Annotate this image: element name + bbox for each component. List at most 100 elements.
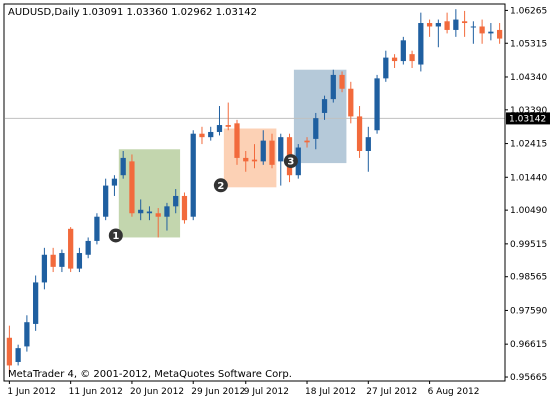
candle-body xyxy=(6,337,13,366)
current-price-tag-text: 1.03142 xyxy=(509,114,546,124)
candle xyxy=(24,315,30,352)
candle-body xyxy=(33,282,39,324)
x-tick-label: 18 Jul 2012 xyxy=(305,387,356,397)
candle-body xyxy=(488,31,494,34)
candle xyxy=(269,133,275,169)
candle xyxy=(6,325,13,375)
current-price-tag: 1.03142 xyxy=(506,112,550,125)
y-tick-label: 1.02415 xyxy=(510,140,547,150)
candle-body xyxy=(348,88,354,117)
candle-body xyxy=(453,19,459,30)
y-tick-label: 1.05315 xyxy=(510,39,547,49)
x-tick-label: 27 Jul 2012 xyxy=(366,387,417,397)
zone-3 xyxy=(293,69,347,164)
candle-body xyxy=(59,253,65,267)
zone-2 xyxy=(223,128,277,188)
candle xyxy=(181,192,188,224)
candle-body xyxy=(418,23,424,65)
candle xyxy=(488,23,494,41)
y-axis: 1.06265 1.05315 1.04340 1.03390 1.02415 1.014… xyxy=(505,6,547,383)
candle xyxy=(470,21,476,44)
candle xyxy=(68,227,74,273)
y-tick-label: 1.04340 xyxy=(510,73,547,83)
candle-body xyxy=(173,195,179,207)
candle xyxy=(33,275,39,331)
candle-body xyxy=(164,206,170,217)
candle xyxy=(365,126,371,172)
candle-body xyxy=(85,240,91,255)
candle xyxy=(418,12,424,72)
candle xyxy=(164,202,170,231)
candle-body xyxy=(243,157,249,162)
y-tick-label: 1.03390 xyxy=(510,106,547,116)
y-tick-label: 0.97590 xyxy=(510,306,547,316)
candle xyxy=(15,344,21,366)
zones-layer xyxy=(118,69,347,238)
candle xyxy=(129,154,135,217)
candle-body xyxy=(304,140,310,143)
candle xyxy=(85,237,91,259)
candle-body xyxy=(356,116,363,151)
plot-frame xyxy=(3,3,506,382)
x-tick-label: 6 Aug 2012 xyxy=(428,387,480,397)
candle xyxy=(111,175,118,196)
candle xyxy=(260,130,266,165)
candle xyxy=(50,247,56,273)
candle-body xyxy=(339,74,345,89)
y-tick-label: 1.01440 xyxy=(510,173,547,183)
candle xyxy=(243,150,249,172)
candle xyxy=(313,112,319,150)
candle-body xyxy=(321,99,328,113)
candle xyxy=(76,247,83,273)
symbol-label: AUDUSD,Daily xyxy=(8,7,80,18)
zone-marker-label-3: 3 xyxy=(287,157,294,168)
candle xyxy=(391,54,398,68)
candle xyxy=(41,247,48,290)
candle-body xyxy=(269,140,275,165)
candle xyxy=(444,12,450,34)
candle xyxy=(295,144,301,179)
candle-body xyxy=(313,118,319,139)
candle xyxy=(330,69,336,103)
candle-body xyxy=(496,29,503,39)
candle-body xyxy=(76,253,83,269)
candle-body xyxy=(15,348,21,362)
candle-body xyxy=(365,137,371,151)
x-tick-label: 1 Jun 2012 xyxy=(7,387,55,397)
candle-body xyxy=(251,159,258,162)
ohlc-readout: 1.03091 1.03360 1.02962 1.03142 xyxy=(82,7,257,18)
candle xyxy=(190,130,196,221)
candle xyxy=(155,208,161,238)
y-tick-label: 0.98565 xyxy=(510,273,547,283)
candle-body xyxy=(24,322,30,347)
candle-body xyxy=(225,125,231,127)
x-tick-label: 11 Jun 2012 xyxy=(69,387,123,397)
candle-body xyxy=(111,178,118,186)
candle-body xyxy=(435,23,441,27)
candle xyxy=(374,74,380,134)
candle xyxy=(251,144,258,169)
candle-body xyxy=(295,147,301,176)
candle-body xyxy=(94,216,100,241)
candle xyxy=(383,50,389,82)
candle xyxy=(138,199,144,221)
candle xyxy=(103,178,109,221)
candle-body xyxy=(208,131,214,138)
candle xyxy=(356,106,363,158)
candle-body xyxy=(103,185,109,217)
candle-body xyxy=(391,57,398,62)
candle-body xyxy=(479,26,485,34)
y-tick-label: 0.95665 xyxy=(510,373,547,383)
candle-body xyxy=(330,74,336,100)
y-tick-label: 1.06265 xyxy=(510,6,547,16)
candle xyxy=(225,102,231,131)
candle xyxy=(426,19,433,37)
candle-body xyxy=(400,40,406,62)
candle-body xyxy=(138,209,144,214)
candle xyxy=(120,150,126,179)
candle xyxy=(59,249,65,273)
candle-body xyxy=(199,133,205,138)
candle-body xyxy=(470,26,476,28)
candle-body xyxy=(120,157,126,176)
